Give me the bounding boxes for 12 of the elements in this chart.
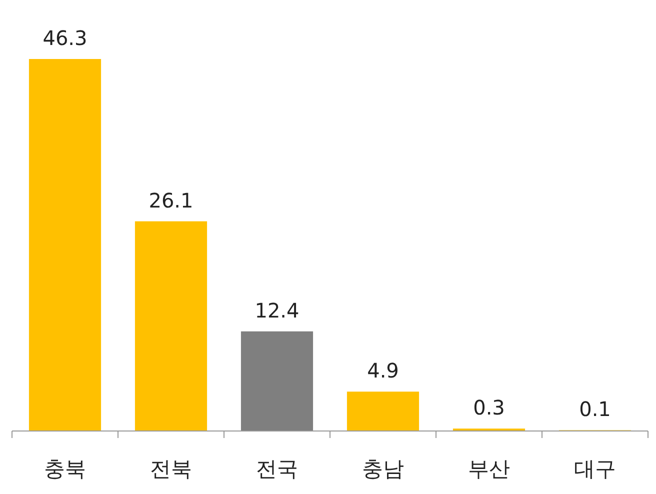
x-tick-label: 충남 [362, 457, 404, 481]
x-tick-label: 전국 [256, 457, 298, 481]
data-label: 26.1 [148, 188, 194, 212]
x-tick-label: 전북 [150, 457, 192, 481]
x-tick-label: 부산 [468, 457, 510, 481]
data-label: 46.3 [42, 26, 88, 50]
x-tick-label: 대구 [574, 457, 616, 481]
data-label: 0.3 [473, 396, 505, 420]
data-label: 12.4 [254, 298, 300, 322]
x-tick-label: 충북 [44, 457, 86, 481]
data-label: 0.1 [579, 397, 611, 422]
data-label: 4.9 [367, 358, 399, 383]
